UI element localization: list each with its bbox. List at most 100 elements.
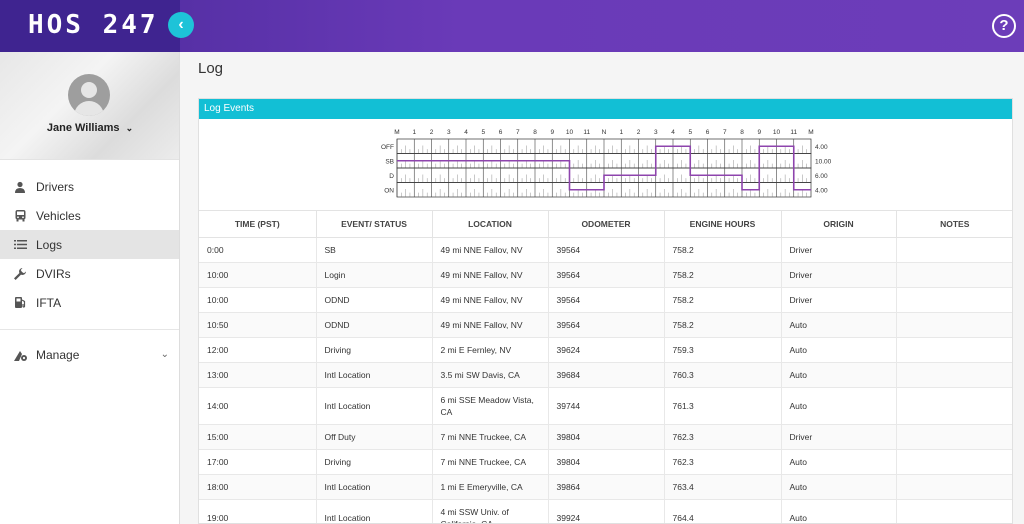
sidebar-item-manage[interactable]: Manage ⌄ — [0, 340, 179, 369]
cell-odometer-text: 39864 — [556, 481, 581, 492]
status-total: 4.00 — [815, 144, 828, 151]
hour-tick-label: 5 — [688, 129, 692, 136]
sidebar-item-ifta[interactable]: IFTA — [0, 288, 179, 317]
cell-odometer-text: 39564 — [556, 294, 581, 305]
sidebar-item-logs[interactable]: Logs — [0, 230, 179, 259]
chevron-left-icon: ‹ — [178, 16, 184, 33]
cell-time: 18:00 — [199, 474, 317, 500]
table-row[interactable]: 10:00 Login 49 mi NNE Fallov, NV 39564 758.2… — [199, 262, 1012, 288]
logo-area: HOS 247 — [0, 0, 180, 52]
cell-notes — [896, 499, 1012, 523]
cell-origin: Auto — [781, 499, 897, 523]
cell-time: 19:00 — [199, 499, 317, 523]
cell-engine-hours: 758.2 — [664, 237, 782, 263]
column-header-event[interactable]: EVENT/ STATUS — [316, 211, 433, 238]
cell-origin-text: Driver — [789, 431, 813, 442]
cell-event-text: ODND — [324, 319, 350, 330]
column-header-engine-hours[interactable]: ENGINE HOURS — [664, 211, 782, 238]
user-name: Jane Williams — [46, 122, 120, 134]
cell-location-text: 49 mi NNE Fallov, NV — [440, 294, 523, 305]
table-row[interactable]: 14:00 Intl Location 6 mi SSE Meadow Vista,… — [199, 387, 1012, 425]
cell-location-text: 49 mi NNE Fallov, NV — [440, 319, 523, 330]
sidebar-nav: Drivers Vehicles Logs DVIRs IFTA — [0, 160, 179, 369]
hour-tick-label: 7 — [723, 129, 727, 136]
user-menu[interactable]: Jane Williams ⌄ — [0, 122, 180, 134]
help-button[interactable]: ? — [992, 14, 1016, 38]
sidebar-item-drivers[interactable]: Drivers — [0, 172, 179, 201]
cell-odometer: 39564 — [548, 287, 665, 313]
cell-origin: Driver — [781, 262, 897, 288]
hour-tick-label: 2 — [430, 129, 434, 136]
cell-location-text: 7 mi NNE Truckee, CA — [440, 431, 527, 442]
collapse-sidebar-button[interactable]: ‹ — [168, 12, 194, 38]
list-icon — [12, 237, 28, 253]
table-row[interactable]: 15:00 Off Duty 7 mi NNE Truckee, CA 39804 76… — [199, 424, 1012, 450]
cell-notes — [896, 362, 1012, 388]
cell-time: 12:00 — [199, 337, 317, 363]
cell-event-text: Driving — [324, 344, 351, 355]
cell-origin-text: Auto — [789, 512, 808, 523]
cell-origin-text: Auto — [789, 344, 808, 355]
cell-location: 49 mi NNE Fallov, NV — [432, 262, 549, 288]
cell-odometer-text: 39564 — [556, 244, 581, 255]
cell-location: 6 mi SSE Meadow Vista, CA — [432, 387, 549, 425]
cell-odometer-text: 39564 — [556, 319, 581, 330]
sidebar-item-label: Drivers — [36, 179, 74, 194]
cell-notes — [896, 337, 1012, 363]
hour-tick-label: 9 — [550, 129, 554, 136]
cell-engine-hours: 764.4 — [664, 499, 782, 523]
table-row[interactable]: 0:00 SB 49 mi NNE Fallov, NV 39564 758.2 Driv… — [199, 237, 1012, 263]
status-label: OFF — [381, 144, 394, 151]
table-row[interactable]: 12:00 Driving 2 mi E Fernley, NV 39624 759.3… — [199, 337, 1012, 363]
status-total: 6.00 — [815, 173, 828, 180]
table-row[interactable]: 18:00 Intl Location 1 mi E Emeryville, CA 3… — [199, 474, 1012, 500]
cell-location-text: 49 mi NNE Fallov, NV — [440, 269, 523, 280]
hour-tick-label: 4 — [464, 129, 468, 136]
cell-odometer: 39924 — [548, 499, 665, 523]
cell-time: 10:50 — [199, 312, 317, 338]
table-row[interactable]: 19:00 Intl Location 4 mi SSW Univ. of Cali… — [199, 499, 1012, 523]
cell-time-text: 12:00 — [207, 344, 229, 355]
cell-origin: Driver — [781, 287, 897, 313]
status-label: SB — [385, 158, 394, 165]
table-row[interactable]: 10:50 ODND 49 mi NNE Fallov, NV 39564 758.2 A… — [199, 312, 1012, 338]
column-header-notes[interactable]: NOTES — [896, 211, 1012, 238]
sidebar-item-label: IFTA — [36, 295, 62, 310]
column-header-origin[interactable]: ORIGIN — [781, 211, 897, 238]
cell-odometer: 39624 — [548, 337, 665, 363]
hour-tick-label: 4 — [671, 129, 675, 136]
cell-event-text: Off Duty — [324, 431, 356, 442]
cell-location-text: 2 mi E Fernley, NV — [440, 344, 512, 355]
table-row[interactable]: 17:00 Driving 7 mi NNE Truckee, CA 39804 762… — [199, 449, 1012, 475]
cell-origin-text: Auto — [789, 319, 808, 330]
sidebar-item-dvirs[interactable]: DVIRs — [0, 259, 179, 288]
cell-location-text: 3.5 mi SW Davis, CA — [440, 369, 520, 380]
log-events-panel: Log Events M 1 2 3 4 5 6 7 8 9 10 11 N 1 2 3 4 5 6 7 8 9 10 11 M… — [198, 98, 1013, 524]
avatar — [68, 74, 110, 116]
cell-odometer: 39744 — [548, 387, 665, 425]
cell-location: 1 mi E Emeryville, CA — [432, 474, 549, 500]
cell-time: 10:00 — [199, 262, 317, 288]
cell-origin-text: Auto — [789, 369, 808, 380]
column-header-odometer[interactable]: ODOMETER — [548, 211, 665, 238]
cell-engine-hours-text: 758.2 — [672, 269, 694, 280]
cell-origin: Auto — [781, 387, 897, 425]
app-logo[interactable]: HOS 247 — [28, 10, 159, 40]
sidebar-item-vehicles[interactable]: Vehicles — [0, 201, 179, 230]
cell-time: 0:00 — [199, 237, 317, 263]
user-profile: Jane Williams ⌄ — [0, 52, 179, 160]
cell-event-text: Driving — [324, 456, 351, 467]
hour-tick-label: 10 — [773, 129, 781, 136]
wrench-icon — [12, 266, 28, 282]
table-row[interactable]: 13:00 Intl Location 3.5 mi SW Davis, CA 396… — [199, 362, 1012, 388]
cell-time-text: 10:00 — [207, 269, 229, 280]
cell-odometer: 39804 — [548, 424, 665, 450]
cell-odometer-text: 39924 — [556, 512, 581, 523]
table-row[interactable]: 10:00 ODND 49 mi NNE Fallov, NV 39564 758.2 D… — [199, 287, 1012, 313]
cell-notes — [896, 287, 1012, 313]
column-header-time[interactable]: TIME (PST) — [199, 211, 317, 238]
cell-origin: Auto — [781, 337, 897, 363]
cell-location-text: 6 mi SSE Meadow Vista, CA — [440, 394, 534, 417]
column-header-location[interactable]: LOCATION — [432, 211, 549, 238]
cell-location: 49 mi NNE Fallov, NV — [432, 237, 549, 263]
